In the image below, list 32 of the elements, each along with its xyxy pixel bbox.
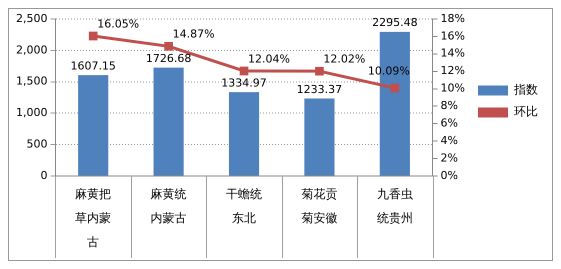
y2-tick-label: 6% bbox=[440, 116, 458, 130]
y-tick-label: 2,500 bbox=[16, 12, 48, 25]
data-label: 2295.48 bbox=[372, 16, 418, 30]
y2-tick-label: 10% bbox=[440, 82, 466, 95]
data-label: 12.04% bbox=[248, 52, 290, 66]
legend-label: 环比 bbox=[514, 104, 538, 119]
data-label: 12.02% bbox=[323, 52, 366, 66]
y2-tick-label: 2% bbox=[440, 151, 458, 164]
x-tick-label: 麻黄把草内蒙古 bbox=[74, 186, 112, 251]
y2-tick-label: 12% bbox=[440, 64, 466, 78]
data-label: 1334.97 bbox=[221, 76, 267, 90]
y2-tick-label: 14% bbox=[440, 46, 466, 60]
y-tick-label: 2,000 bbox=[16, 43, 48, 56]
legend-label: 指数 bbox=[513, 82, 538, 97]
data-label: 1607.15 bbox=[70, 59, 116, 72]
data-label: 16.05% bbox=[97, 17, 140, 30]
y2-tick-label: 4% bbox=[440, 134, 458, 147]
y-tick-label: 500 bbox=[26, 137, 48, 150]
y2-tick-label: 16% bbox=[440, 29, 466, 42]
y2-tick-label: 0% bbox=[440, 168, 458, 182]
y-tick-label: 1,500 bbox=[16, 74, 48, 88]
data-label: 1233.37 bbox=[296, 82, 342, 96]
y2-tick-label: 18% bbox=[440, 12, 466, 25]
x-tick-label: 干蟾统东北 bbox=[225, 186, 264, 227]
x-tick-label: 麻黄统内蒙古 bbox=[150, 186, 188, 227]
data-label: 14.87% bbox=[172, 28, 215, 41]
data-label: 1726.68 bbox=[146, 52, 192, 65]
y-tick-label: 0 bbox=[40, 168, 48, 182]
y2-tick-label: 8% bbox=[440, 99, 458, 112]
y-tick-label: 1,000 bbox=[16, 106, 48, 120]
x-tick-label: 九香虫统贵州 bbox=[376, 186, 414, 227]
x-tick-label: 菊花贡菊安徽 bbox=[300, 186, 338, 227]
